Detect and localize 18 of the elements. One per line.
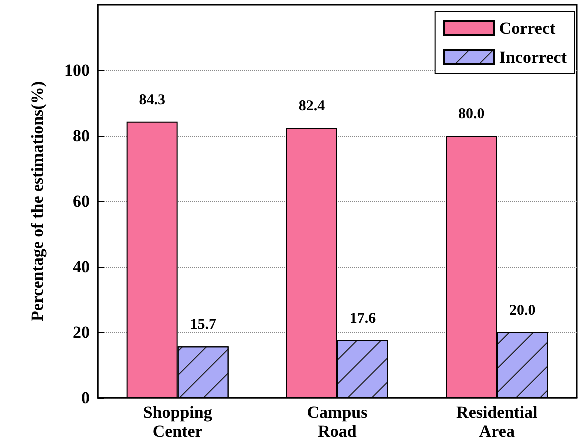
x-tick-label: Shopping Center [143, 403, 213, 441]
x-tick-label: Residential Area [456, 403, 538, 441]
x-tick-label: Campus Road [307, 403, 368, 441]
y-tick-label: 20 [73, 323, 90, 342]
data-label: 20.0 [510, 303, 536, 319]
y-axis-title: Percentage of the estimations(%) [28, 82, 47, 322]
data-label: 15.7 [190, 317, 217, 334]
y-tick-label: 60 [73, 192, 90, 211]
data-label: 84.3 [139, 92, 166, 108]
y-tick-label: 80 [73, 126, 90, 146]
y-tick-label: 40 [73, 258, 90, 276]
legend-label: Correct [499, 19, 556, 38]
data-label: 82.4 [298, 98, 326, 115]
y-tick-label: 0 [82, 388, 90, 408]
y-tick-label: 100 [64, 61, 90, 80]
legend-label: Incorrect [499, 48, 568, 67]
data-label: 80.0 [458, 106, 485, 122]
data-label: 17.6 [350, 310, 377, 327]
